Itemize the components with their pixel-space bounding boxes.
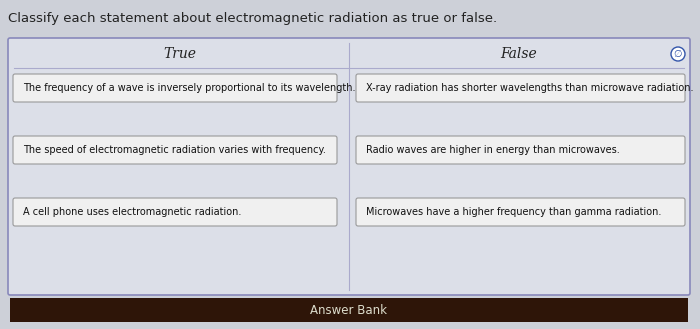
Text: The speed of electromagnetic radiation varies with frequency.: The speed of electromagnetic radiation v… xyxy=(23,145,326,155)
Text: The frequency of a wave is inversely proportional to its wavelength.: The frequency of a wave is inversely pro… xyxy=(23,83,356,93)
Text: Classify each statement about electromagnetic radiation as true or false.: Classify each statement about electromag… xyxy=(8,12,497,25)
Text: True: True xyxy=(163,47,196,61)
Text: ∅: ∅ xyxy=(673,49,682,59)
FancyBboxPatch shape xyxy=(13,74,337,102)
Text: Answer Bank: Answer Bank xyxy=(311,303,388,316)
FancyBboxPatch shape xyxy=(10,298,688,322)
FancyBboxPatch shape xyxy=(356,136,685,164)
Text: X-ray radiation has shorter wavelengths than microwave radiation.: X-ray radiation has shorter wavelengths … xyxy=(366,83,694,93)
FancyBboxPatch shape xyxy=(13,136,337,164)
Text: False: False xyxy=(500,47,537,61)
Text: Microwaves have a higher frequency than gamma radiation.: Microwaves have a higher frequency than … xyxy=(366,207,662,217)
FancyBboxPatch shape xyxy=(13,198,337,226)
Text: A cell phone uses electromagnetic radiation.: A cell phone uses electromagnetic radiat… xyxy=(23,207,241,217)
FancyBboxPatch shape xyxy=(356,198,685,226)
Text: Radio waves are higher in energy than microwaves.: Radio waves are higher in energy than mi… xyxy=(366,145,620,155)
FancyBboxPatch shape xyxy=(8,38,690,295)
FancyBboxPatch shape xyxy=(356,74,685,102)
Circle shape xyxy=(671,47,685,61)
